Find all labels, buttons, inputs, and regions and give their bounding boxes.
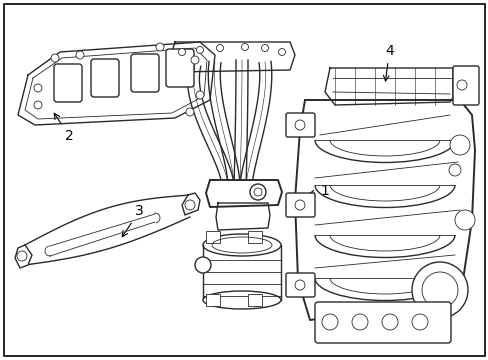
- Circle shape: [156, 43, 163, 51]
- Circle shape: [448, 164, 460, 176]
- Circle shape: [34, 101, 42, 109]
- FancyBboxPatch shape: [314, 302, 450, 343]
- Circle shape: [191, 56, 199, 64]
- Circle shape: [454, 210, 474, 230]
- Polygon shape: [216, 203, 269, 230]
- Circle shape: [253, 188, 262, 196]
- Polygon shape: [294, 100, 474, 320]
- FancyBboxPatch shape: [285, 113, 314, 137]
- Circle shape: [411, 262, 467, 318]
- Circle shape: [294, 120, 305, 130]
- Circle shape: [294, 280, 305, 290]
- Circle shape: [185, 108, 194, 116]
- Circle shape: [51, 54, 59, 62]
- Polygon shape: [170, 42, 294, 72]
- Text: 4: 4: [383, 44, 393, 81]
- Polygon shape: [18, 42, 215, 125]
- Circle shape: [449, 135, 469, 155]
- Circle shape: [381, 314, 397, 330]
- FancyBboxPatch shape: [452, 68, 471, 102]
- FancyBboxPatch shape: [247, 294, 262, 306]
- Circle shape: [34, 84, 42, 92]
- FancyBboxPatch shape: [54, 64, 82, 102]
- Circle shape: [261, 45, 268, 51]
- Polygon shape: [205, 180, 282, 207]
- Circle shape: [195, 257, 210, 273]
- Text: 1: 1: [308, 184, 328, 198]
- Circle shape: [411, 314, 427, 330]
- Circle shape: [184, 200, 195, 210]
- Polygon shape: [15, 245, 32, 268]
- Circle shape: [196, 91, 203, 99]
- Polygon shape: [203, 245, 281, 300]
- Circle shape: [196, 46, 203, 54]
- FancyBboxPatch shape: [131, 54, 159, 92]
- Circle shape: [241, 44, 248, 50]
- Circle shape: [249, 184, 265, 200]
- Polygon shape: [182, 193, 200, 215]
- Polygon shape: [25, 195, 190, 265]
- FancyBboxPatch shape: [165, 49, 194, 87]
- FancyBboxPatch shape: [247, 231, 262, 243]
- Circle shape: [456, 80, 466, 90]
- Text: 2: 2: [54, 113, 74, 143]
- Ellipse shape: [203, 234, 281, 256]
- Circle shape: [178, 49, 185, 55]
- FancyBboxPatch shape: [285, 273, 314, 297]
- Circle shape: [294, 200, 305, 210]
- FancyBboxPatch shape: [285, 193, 314, 217]
- Circle shape: [278, 49, 285, 55]
- FancyBboxPatch shape: [91, 59, 119, 97]
- FancyBboxPatch shape: [452, 66, 478, 105]
- Circle shape: [321, 314, 337, 330]
- Ellipse shape: [203, 291, 281, 309]
- Circle shape: [421, 272, 457, 308]
- FancyBboxPatch shape: [205, 231, 220, 243]
- FancyBboxPatch shape: [205, 294, 220, 306]
- Circle shape: [216, 45, 223, 51]
- Text: 3: 3: [122, 204, 143, 237]
- Circle shape: [76, 51, 84, 59]
- Circle shape: [351, 314, 367, 330]
- Polygon shape: [325, 68, 461, 105]
- Circle shape: [17, 251, 27, 261]
